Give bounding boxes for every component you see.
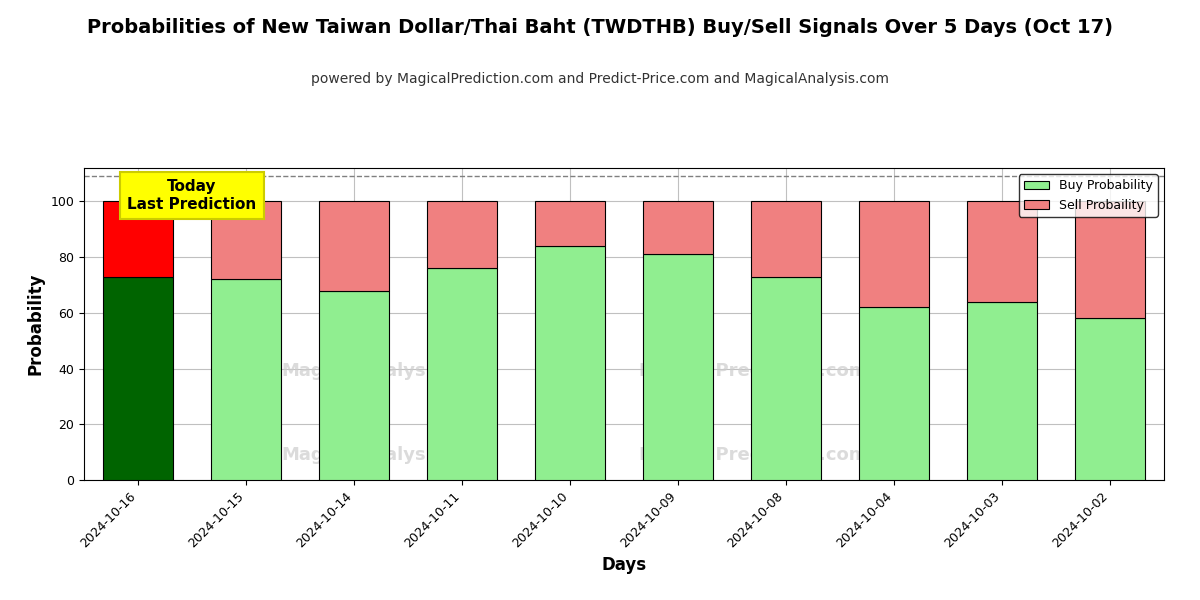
Bar bbox=[319, 202, 389, 290]
Bar bbox=[859, 202, 929, 307]
Bar bbox=[535, 202, 605, 246]
Bar bbox=[1075, 202, 1145, 319]
Bar bbox=[643, 202, 713, 254]
Bar bbox=[1075, 319, 1145, 480]
Y-axis label: Probability: Probability bbox=[26, 273, 44, 375]
Text: MagicalAnalysis.com: MagicalAnalysis.com bbox=[282, 446, 491, 464]
Text: Probabilities of New Taiwan Dollar/Thai Baht (TWDTHB) Buy/Sell Signals Over 5 Da: Probabilities of New Taiwan Dollar/Thai … bbox=[88, 18, 1114, 37]
Bar bbox=[103, 202, 173, 277]
Text: powered by MagicalPrediction.com and Predict-Price.com and MagicalAnalysis.com: powered by MagicalPrediction.com and Pre… bbox=[311, 72, 889, 86]
Legend: Buy Probability, Sell Probaility: Buy Probability, Sell Probaility bbox=[1019, 174, 1158, 217]
Bar bbox=[319, 290, 389, 480]
Bar bbox=[427, 202, 497, 268]
Bar bbox=[427, 268, 497, 480]
Bar bbox=[535, 246, 605, 480]
Bar bbox=[643, 254, 713, 480]
Bar bbox=[751, 277, 821, 480]
Text: MagicalAnalysis.com: MagicalAnalysis.com bbox=[282, 362, 491, 380]
Bar bbox=[211, 202, 281, 280]
Text: Today
Last Prediction: Today Last Prediction bbox=[127, 179, 257, 212]
Bar bbox=[751, 202, 821, 277]
Bar bbox=[967, 202, 1037, 302]
Text: MagicalPrediction.com: MagicalPrediction.com bbox=[638, 362, 869, 380]
X-axis label: Days: Days bbox=[601, 556, 647, 574]
Bar bbox=[211, 280, 281, 480]
Bar bbox=[967, 302, 1037, 480]
Bar bbox=[859, 307, 929, 480]
Text: MagicalPrediction.com: MagicalPrediction.com bbox=[638, 446, 869, 464]
Bar bbox=[103, 277, 173, 480]
